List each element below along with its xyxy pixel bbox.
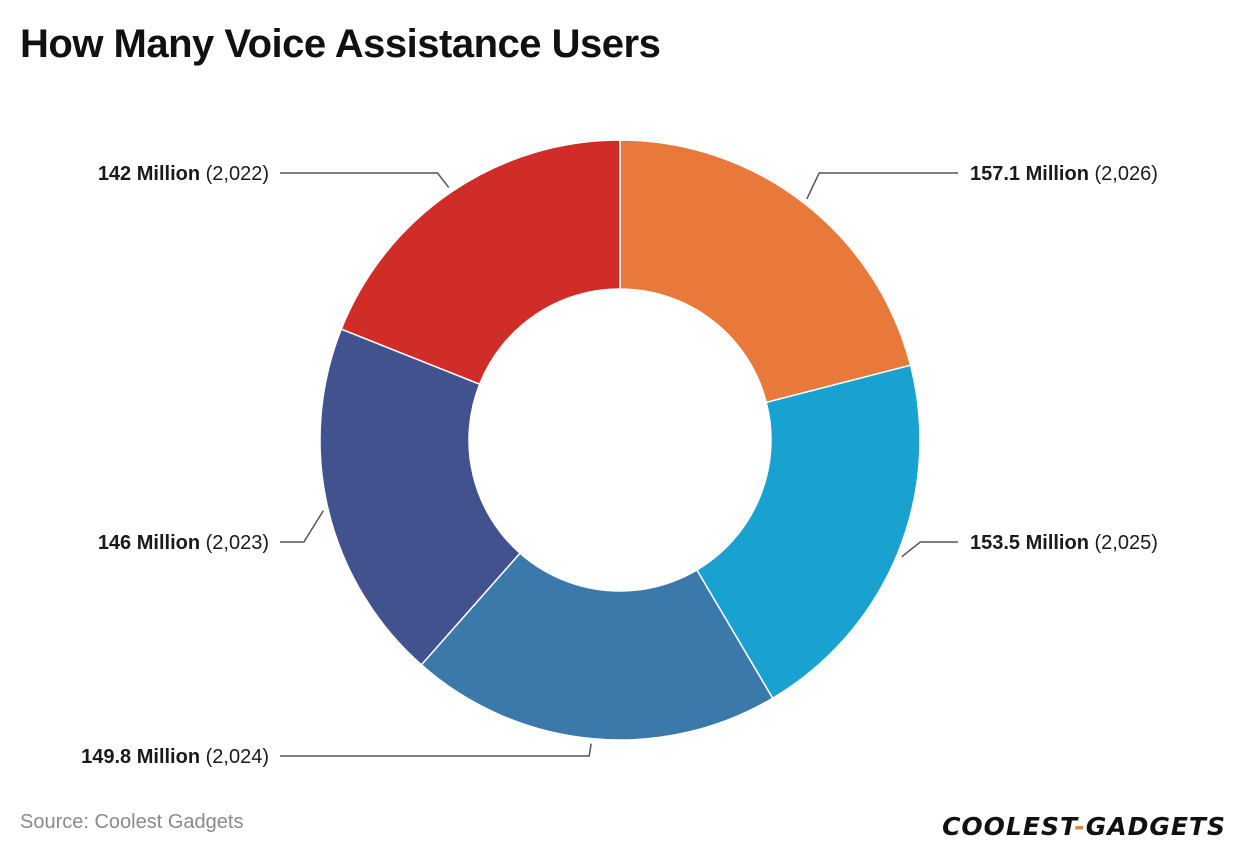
data-label: 142 Million (2,022) <box>98 163 269 185</box>
donut-slice <box>619 139 912 404</box>
logo-text-part2: GADGETS <box>1085 812 1226 841</box>
donut-slice <box>319 328 522 666</box>
leader-line <box>806 172 958 200</box>
leader-line <box>280 172 450 189</box>
leader-line <box>280 510 324 543</box>
data-label-year: (2,023) <box>200 532 269 554</box>
data-label-year: (2,026) <box>1089 163 1158 185</box>
data-label-value: 142 Million <box>98 163 200 185</box>
logo-text-part1: COOLEST <box>942 812 1075 841</box>
data-label-year: (2,024) <box>200 746 269 768</box>
data-label-year: (2,022) <box>200 163 269 185</box>
leader-line <box>280 743 592 757</box>
brand-logo: COOLEST-GADGETS <box>942 812 1226 841</box>
data-label: 149.8 Million (2,024) <box>81 746 269 768</box>
data-label: 153.5 Million (2,025) <box>970 532 1158 554</box>
logo-separator: - <box>1074 812 1086 841</box>
chart-title: How Many Voice Assistance Users <box>20 22 661 66</box>
donut-slice <box>420 552 774 741</box>
data-label-value: 153.5 Million <box>970 532 1089 554</box>
data-label-year: (2,025) <box>1089 532 1158 554</box>
data-label: 157.1 Million (2,026) <box>970 163 1158 185</box>
donut-slice <box>340 139 621 386</box>
data-label: 146 Million (2,023) <box>98 532 269 554</box>
source-note: Source: Coolest Gadgets <box>20 811 244 833</box>
data-label-value: 149.8 Million <box>81 746 200 768</box>
leader-line <box>901 541 958 558</box>
data-label-value: 157.1 Million <box>970 163 1089 185</box>
data-label-value: 146 Million <box>98 532 200 554</box>
donut-slice <box>695 364 921 700</box>
